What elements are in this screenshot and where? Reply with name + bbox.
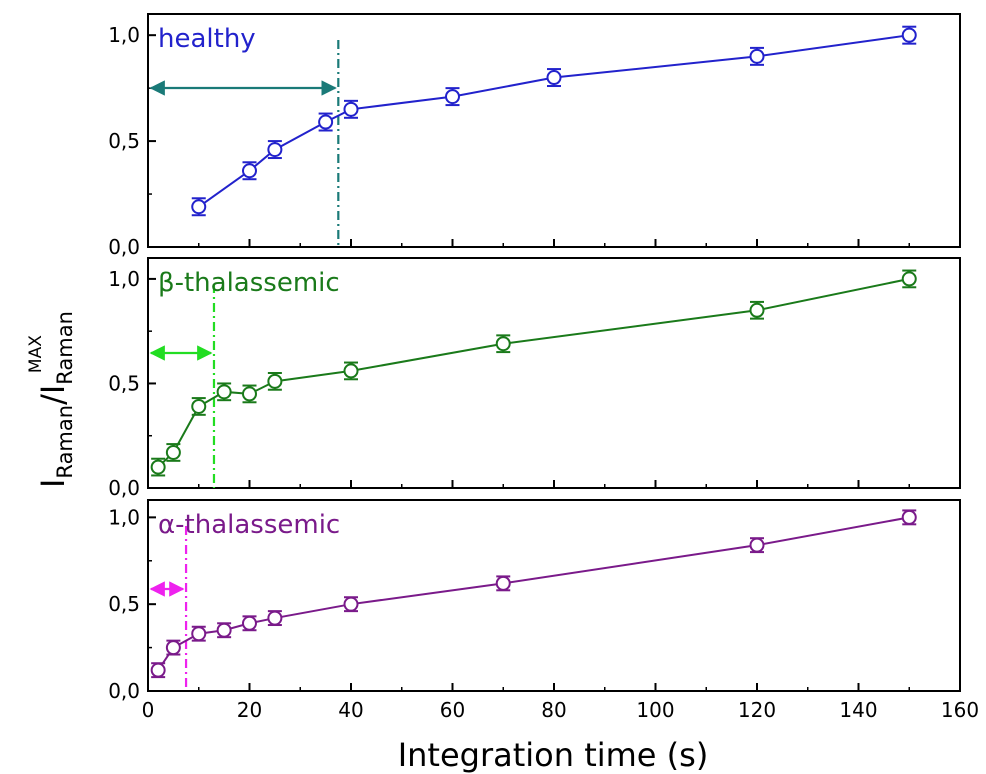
series-line (198, 34, 910, 208)
x-tick-label: 80 (541, 698, 566, 722)
series-line (157, 277, 910, 468)
panel-label: β-thalassemic (158, 268, 340, 298)
x-tick-label: 160 (941, 698, 979, 722)
data-point (191, 626, 207, 642)
data-point (445, 89, 460, 105)
data-point (242, 615, 257, 631)
data-point (546, 70, 562, 86)
data-point (749, 537, 765, 553)
x-axis-title: Integration time (s) (398, 736, 709, 774)
data-point (749, 302, 765, 318)
series-line (157, 516, 910, 671)
data-point (242, 163, 257, 179)
data-point (191, 199, 207, 215)
x-tick-label: 140 (839, 698, 877, 722)
panel-frame (147, 13, 961, 248)
x-tick-label: 60 (440, 698, 465, 722)
x-tick-label: 0 (142, 698, 155, 722)
x-tick-label: 100 (636, 698, 674, 722)
data-point (749, 48, 765, 64)
data-point (191, 398, 207, 414)
panel-label: α-thalassemic (158, 510, 340, 540)
y-tick-label: 0,5 (108, 129, 140, 153)
y-tick-label: 0,0 (108, 476, 140, 500)
data-point (901, 27, 917, 43)
data-point (343, 101, 359, 117)
y-tick-label: 1,0 (108, 505, 140, 529)
data-point (165, 640, 181, 656)
panel-label: healthy (158, 24, 256, 54)
panel-1: 0,0 0,5 1,0 β-thalassemic (108, 257, 961, 500)
x-tick-label: 40 (338, 698, 363, 722)
data-point (267, 610, 283, 626)
data-point (495, 336, 511, 352)
data-point (318, 114, 334, 130)
data-point (343, 363, 359, 379)
data-point (165, 444, 181, 460)
data-point (343, 596, 359, 612)
data-point (150, 662, 166, 678)
data-point (495, 575, 511, 591)
y-tick-label: 1,0 (108, 267, 140, 291)
data-point (267, 373, 283, 389)
y-tick-label: 1,0 (108, 23, 140, 47)
y-tick-label: 0,0 (108, 679, 140, 703)
x-tick-label: 120 (738, 698, 776, 722)
data-point (150, 459, 166, 475)
panel-2: 0,0 0,5 1,0 α-thalassemic (108, 499, 961, 703)
y-tick-label: 0,5 (108, 371, 140, 395)
x-tick-label: 20 (237, 698, 262, 722)
data-point (242, 386, 257, 402)
data-point (267, 142, 283, 158)
data-point (901, 509, 917, 525)
y-tick-label: 0,5 (108, 592, 140, 616)
y-axis-title: IRaman/IRamanMAX (26, 311, 77, 488)
y-tick-label: 0,0 (108, 235, 140, 259)
panel-0: 0,0 0,5 1,0 healthy (108, 13, 961, 259)
data-point (901, 271, 917, 287)
data-point (216, 622, 232, 638)
data-point (216, 384, 232, 400)
